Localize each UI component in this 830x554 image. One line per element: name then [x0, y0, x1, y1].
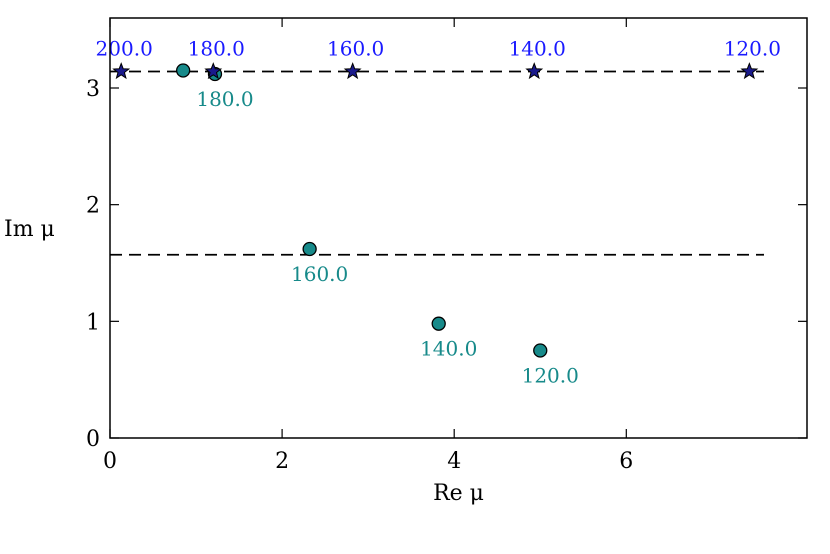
star-point-label: 140.0: [509, 36, 566, 60]
circle-point: [175, 63, 191, 78]
star-point-label: 200.0: [96, 36, 153, 60]
circle-point: [302, 241, 317, 257]
plot-frame: [109, 17, 808, 439]
y-tick-label: 3: [86, 77, 100, 102]
y-axis-title: Im μ: [4, 217, 55, 242]
star-point-label: 180.0: [188, 36, 245, 60]
x-tick-label: 6: [619, 449, 633, 474]
star-point: [343, 62, 362, 80]
data-labels: 180.0 160.0 140.0 120.0 200.0 180.0 160.0 140.0…: [96, 36, 781, 387]
star-point: [204, 62, 223, 80]
circle-point-label: 160.0: [291, 262, 348, 286]
x-tick-label: 0: [103, 449, 117, 474]
data-points: [112, 62, 759, 358]
star-point: [740, 62, 759, 80]
y-tick-label: 2: [86, 194, 100, 219]
circle-point-label: 180.0: [196, 87, 253, 111]
circle-point: [431, 316, 446, 331]
star-point: [112, 62, 131, 80]
circle-point-label: 140.0: [420, 337, 477, 361]
y-tick-label: 1: [86, 310, 100, 335]
x-tick-label: 4: [447, 449, 461, 474]
axis-ticks: 0 2 4 6 0 1 2 3: [86, 18, 807, 474]
star-point: [525, 62, 544, 80]
circle-point-label: 120.0: [522, 364, 579, 388]
star-point-label: 120.0: [724, 36, 781, 60]
reference-lines: [110, 70, 764, 256]
x-axis-title: Re μ: [433, 481, 484, 506]
circle-point: [533, 343, 548, 358]
star-point-label: 160.0: [327, 36, 384, 60]
x-tick-label: 2: [275, 449, 289, 474]
y-tick-label: 0: [86, 427, 100, 452]
